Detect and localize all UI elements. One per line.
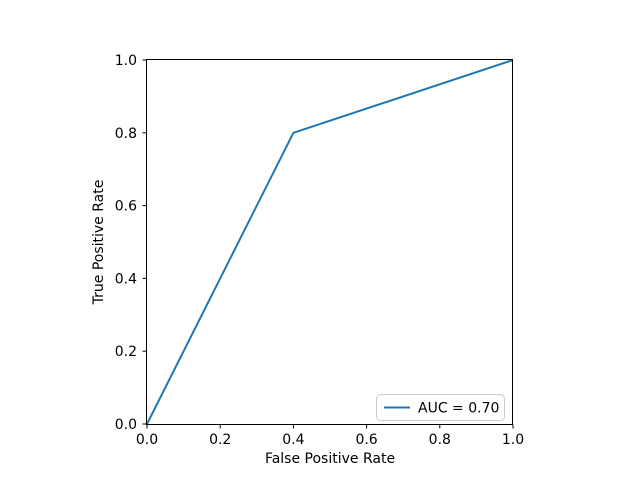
x-tick-label: 0.0: [136, 432, 158, 448]
x-tick-label: 0.6: [355, 432, 377, 448]
x-axis-label: False Positive Rate: [265, 451, 395, 467]
legend-label: AUC = 0.70: [418, 401, 499, 417]
y-tick-label: 0.0: [115, 417, 137, 433]
y-tick-label: 0.4: [115, 271, 137, 287]
y-tick-label: 0.6: [115, 199, 137, 215]
x-tick-label: 0.4: [282, 432, 304, 448]
legend-box: [376, 394, 505, 421]
legend: AUC = 0.70: [376, 394, 505, 421]
y-tick-label: 0.2: [115, 344, 137, 360]
x-tick-label: 1.0: [502, 432, 524, 448]
y-tick-label: 0.8: [115, 126, 137, 142]
y-axis-label: True Positive Rate: [91, 180, 107, 306]
plot-layer: 0.0 0.2 0.4 0.6 0.8 1.0 0.0 0.2 0.4 0.6 0.8 1.0: [115, 53, 524, 448]
x-tick-label: 0.2: [209, 432, 231, 448]
plot-border: [146, 59, 513, 425]
x-tick-label: 0.8: [429, 432, 451, 448]
y-tick-label: 1.0: [115, 53, 137, 69]
roc-curve-line: [146, 59, 514, 425]
